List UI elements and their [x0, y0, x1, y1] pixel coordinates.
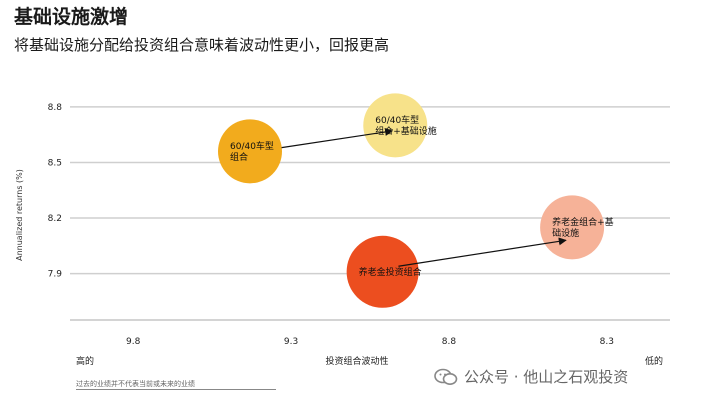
- arrows: [281, 128, 567, 267]
- bubble-label-1: 60/40车型组合+基础设施: [375, 114, 437, 137]
- chart-subtitle: 将基础设施分配给投资组合意味着波动性更小，回报更高: [14, 36, 390, 54]
- bubble-0: [218, 119, 282, 184]
- watermark-text: 公众号 · 他山之石观投资: [464, 368, 629, 386]
- x-axis-label: 投资组合波动性: [325, 355, 388, 367]
- bubble-1: [363, 93, 428, 158]
- y-tick-label: 8.2: [48, 214, 62, 224]
- y-tick-label: 8.8: [48, 103, 63, 113]
- bubble-label-3: 养老金组合+基础设施: [552, 216, 614, 239]
- disclaimer-footnote: 过去的业绩并不代表当前或未来的业绩: [76, 380, 195, 388]
- y-axis-label: Annualized returns (%): [15, 169, 24, 261]
- x-tick-labels: 9.8 9.3 8.8 8.3: [126, 337, 614, 347]
- bubble-label-2: 养老金投资组合: [359, 266, 422, 278]
- x-axis-high-end-label: 低的: [645, 355, 663, 367]
- bubble-2: [346, 235, 419, 308]
- bubbles: [218, 93, 605, 308]
- x-tick-label: 9.8: [126, 337, 141, 347]
- footnote-underline: [76, 389, 276, 390]
- y-tick-label: 8.5: [48, 158, 62, 168]
- x-axis-low-end-label: 高的: [76, 355, 94, 367]
- x-tick-label: 8.8: [442, 337, 457, 347]
- arrow-0: [281, 128, 394, 149]
- chart-title: 基础设施激增: [14, 6, 129, 28]
- wechat-icon: [434, 368, 458, 385]
- watermark: 公众号 · 他山之石观投资: [434, 366, 628, 387]
- bubble-label-0: 60/40车型组合: [230, 140, 274, 163]
- y-tick-labels: 8.8 8.5 8.2 7.9: [48, 103, 63, 280]
- x-tick-label: 9.3: [284, 337, 298, 347]
- arrow-1: [398, 237, 567, 267]
- bubble-3: [540, 195, 605, 260]
- x-tick-label: 8.3: [600, 337, 614, 347]
- y-tick-label: 7.9: [48, 270, 63, 280]
